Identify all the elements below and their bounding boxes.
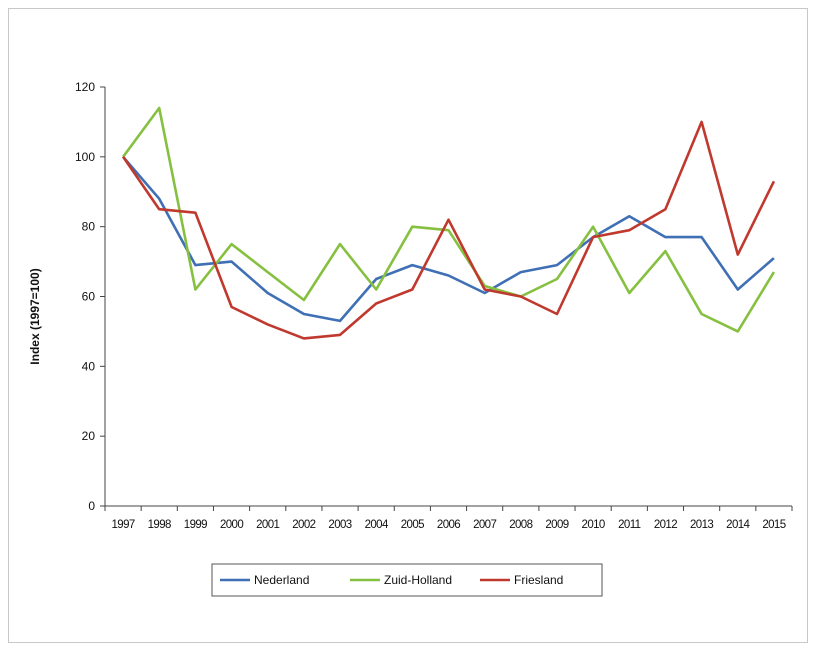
x-tick-label: 2014 — [726, 519, 750, 531]
series-line-friesland — [122, 120, 776, 340]
legend-label-nederland: Nederland — [254, 573, 309, 587]
y-tick-label: 60 — [82, 290, 96, 304]
x-tick-label: 2003 — [328, 519, 351, 531]
legend: Nederland Zuid-Holland Friesland — [211, 563, 603, 597]
x-tick-label: 2011 — [618, 519, 641, 531]
y-tick-label: 0 — [88, 499, 95, 513]
x-tick-label: 2015 — [762, 519, 785, 531]
y-tick-label: 40 — [82, 359, 96, 373]
x-tick-label: 2001 — [256, 519, 279, 531]
x-tick-label: 2009 — [545, 519, 568, 531]
x-tick-label: 2006 — [437, 519, 460, 531]
legend-label-friesland: Friesland — [514, 573, 563, 587]
y-tick-label: 100 — [75, 150, 95, 164]
chart-frame: 0 20 40 60 80 100 120 1997 1998 1999 2000 2001 2002… — [8, 8, 808, 643]
x-axis-ticks: 1997 1998 1999 2000 2001 2002 2003 2004 2005 2006… — [104, 506, 793, 531]
x-tick-label: 1998 — [148, 519, 171, 531]
x-tick-label: 1997 — [111, 519, 134, 531]
x-tick-label: 2010 — [582, 519, 605, 531]
y-tick-label: 80 — [82, 220, 96, 234]
x-tick-label: 1999 — [184, 519, 207, 531]
x-tick-label: 2008 — [509, 519, 532, 531]
x-tick-label: 2013 — [690, 519, 713, 531]
series-line-zuid-holland — [122, 106, 776, 333]
series-lines — [122, 106, 776, 340]
x-tick-label: 2004 — [365, 519, 389, 531]
y-tick-label: 120 — [75, 80, 95, 94]
y-axis-title: Index (1997=100) — [28, 268, 42, 364]
x-tick-label: 2007 — [473, 519, 496, 531]
y-tick-label: 20 — [82, 429, 96, 443]
line-chart: 0 20 40 60 80 100 120 1997 1998 1999 2000 2001 2002… — [28, 80, 793, 597]
legend-box — [211, 563, 603, 597]
x-tick-label: 2000 — [220, 519, 243, 531]
series-line-nederland — [122, 155, 775, 323]
x-tick-label: 2005 — [401, 519, 424, 531]
y-axis-ticks: 0 20 40 60 80 100 120 — [75, 80, 105, 513]
x-tick-label: 2012 — [654, 519, 677, 531]
legend-label-zuid-holland: Zuid-Holland — [384, 573, 452, 587]
x-tick-label: 2002 — [292, 519, 315, 531]
